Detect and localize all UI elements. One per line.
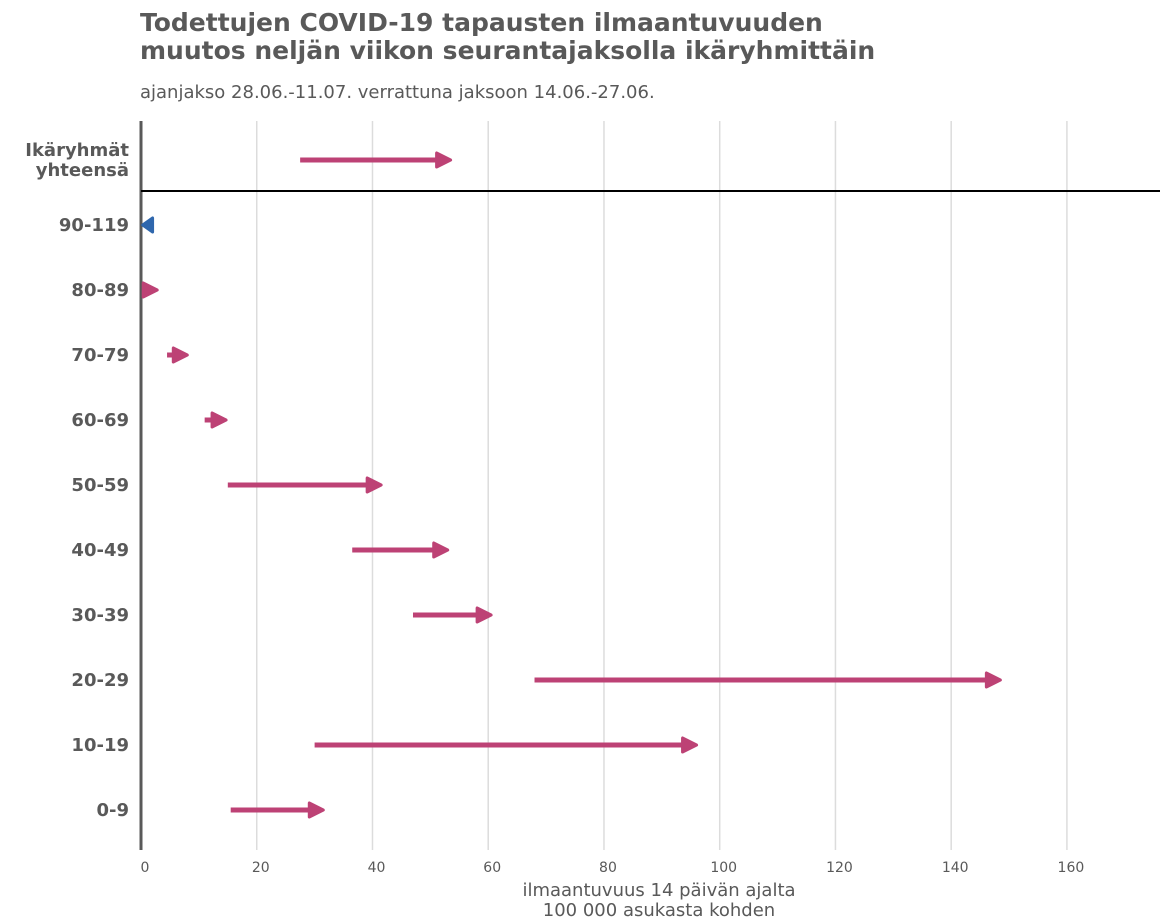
category-label: yhteensä (36, 160, 129, 181)
x-tick-label: 80 (599, 860, 617, 876)
arrow-head (475, 606, 493, 624)
x-tick-label: 100 (710, 860, 737, 876)
x-tick-label: 60 (483, 860, 501, 876)
x-tick-label: 120 (826, 860, 853, 876)
x-tick-label: 160 (1058, 860, 1085, 876)
chart-title-line-1: Todettujen COVID-19 tapausten ilmaantuvu… (140, 8, 823, 37)
arrow-head (432, 541, 450, 559)
category-label: 60-69 (71, 410, 129, 431)
arrow-head (307, 801, 325, 819)
arrow-head (435, 151, 453, 169)
x-tick-label: 140 (942, 860, 969, 876)
x-axis-label: ilmaantuvuus 14 päivän ajalta (522, 880, 795, 901)
arrow-head (141, 281, 159, 299)
category-label: 70-79 (71, 345, 129, 366)
category-label: 20-29 (71, 670, 129, 691)
arrow-head (984, 671, 1002, 689)
arrow-head (365, 476, 383, 494)
chart-title-line-2: muutos neljän viikon seurantajaksolla ik… (140, 36, 876, 65)
category-label: 10-19 (71, 735, 129, 756)
arrow-head (681, 736, 699, 754)
category-label: Ikäryhmät (25, 140, 129, 161)
category-label: 90-119 (59, 215, 129, 236)
x-tick-label: 20 (252, 860, 270, 876)
arrow-head (141, 216, 155, 234)
category-label: 40-49 (71, 540, 129, 561)
chart-subtitle: ajanjakso 28.06.-11.07. verrattuna jakso… (140, 82, 655, 103)
x-tick-label: 0 (141, 860, 150, 876)
category-label: 0-9 (96, 800, 129, 821)
x-axis-label: 100 000 asukasta kohden (543, 900, 775, 920)
arrow-head (171, 346, 189, 364)
arrow-head (210, 411, 228, 429)
category-label: 50-59 (71, 475, 129, 496)
x-tick-label: 40 (368, 860, 386, 876)
category-label: 30-39 (71, 605, 129, 626)
category-label: 80-89 (71, 280, 129, 301)
